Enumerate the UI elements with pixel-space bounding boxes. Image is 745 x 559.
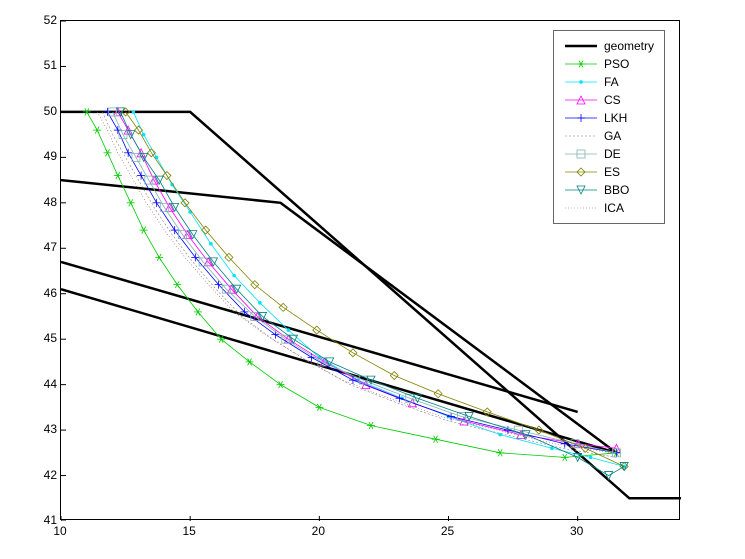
legend-entry-GA: GA: [564, 127, 654, 145]
legend-entry-FA: FA: [564, 73, 654, 91]
legend-entry-ICA: ICA: [564, 199, 654, 217]
y-tick-label: 45: [17, 331, 57, 345]
legend-entry-LKH: LKH: [564, 109, 654, 127]
legend-label: geometry: [604, 39, 654, 53]
y-tick-label: 50: [17, 104, 57, 118]
legend-entry-PSO: PSO: [564, 55, 654, 73]
x-tick-label: 15: [174, 524, 204, 538]
legend-entry-DE: DE: [564, 145, 654, 163]
x-tick-label: 25: [433, 524, 463, 538]
legend-label: FA: [604, 75, 619, 89]
legend-label: ICA: [604, 201, 624, 215]
y-tick-label: 51: [17, 58, 57, 72]
legend-label: PSO: [604, 57, 629, 71]
y-tick-label: 47: [17, 240, 57, 254]
legend-label: ES: [604, 165, 620, 179]
legend-label: CS: [604, 93, 621, 107]
legend-entry-ES: ES: [564, 163, 654, 181]
legend-label: DE: [604, 147, 621, 161]
legend-entry-geometry: geometry: [564, 37, 654, 55]
y-tick-label: 42: [17, 468, 57, 482]
x-tick-label: 20: [303, 524, 333, 538]
legend-label: LKH: [604, 111, 627, 125]
y-tick-label: 49: [17, 149, 57, 163]
y-tick-label: 46: [17, 286, 57, 300]
legend: geometry PSO FA CS LKH GA DE ES BBO ICA: [553, 30, 665, 224]
x-tick-label: 30: [562, 524, 592, 538]
legend-entry-CS: CS: [564, 91, 654, 109]
legend-label: GA: [604, 129, 621, 143]
chart-container: 414243444546474849505152 1015202530 geom…: [0, 0, 745, 559]
legend-label: BBO: [604, 183, 629, 197]
y-tick-label: 44: [17, 377, 57, 391]
y-tick-label: 43: [17, 422, 57, 436]
y-tick-label: 48: [17, 195, 57, 209]
y-tick-label: 52: [17, 13, 57, 27]
legend-entry-BBO: BBO: [564, 181, 654, 199]
x-tick-label: 10: [45, 524, 75, 538]
